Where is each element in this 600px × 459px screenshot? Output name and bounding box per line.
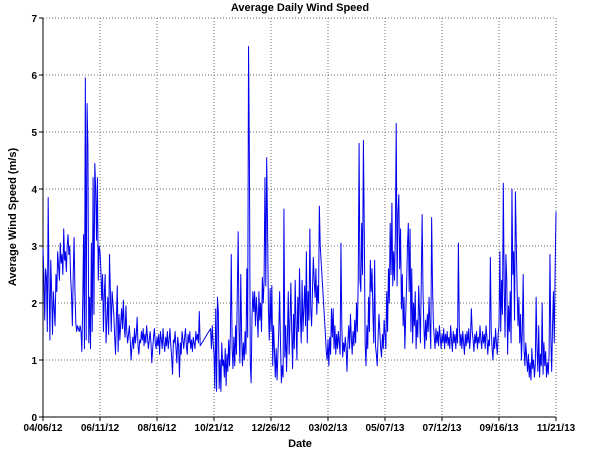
y-tick-label: 0	[31, 413, 37, 424]
x-tick-label: 07/12/13	[423, 423, 462, 434]
x-tick-label: 04/06/12	[24, 423, 63, 434]
y-tick-label: 6	[31, 71, 37, 82]
x-tick-label: 06/11/12	[81, 423, 120, 434]
x-tick-label: 05/07/13	[366, 423, 405, 434]
y-tick-label: 5	[31, 128, 37, 139]
tick-marks	[39, 17, 557, 421]
data-series	[42, 46, 557, 392]
y-tick-label: 7	[31, 14, 37, 25]
axes	[42, 18, 556, 418]
x-tick-label: 10/21/12	[195, 423, 234, 434]
grid-lines	[43, 17, 557, 417]
y-tick-label: 1	[31, 356, 37, 367]
chart-title: Average Daily Wind Speed	[230, 2, 370, 14]
y-tick-labels: 0 1 2 3 4 5 6 7	[31, 14, 37, 424]
x-tick-label: 12/26/12	[252, 423, 291, 434]
x-tick-label: 11/21/13	[537, 423, 576, 434]
y-tick-label: 2	[31, 299, 37, 310]
x-tick-labels: 04/06/12 06/11/12 08/16/12 10/21/12 12/26/12…	[24, 423, 576, 434]
x-tick-label: 03/02/13	[309, 423, 348, 434]
x-tick-label: 09/16/13	[480, 423, 519, 434]
x-tick-label: 08/16/12	[138, 423, 177, 434]
x-axis-title: Date	[288, 438, 312, 450]
y-tick-label: 3	[31, 242, 37, 253]
y-tick-label: 4	[31, 185, 37, 196]
wind-speed-line	[42, 46, 557, 392]
